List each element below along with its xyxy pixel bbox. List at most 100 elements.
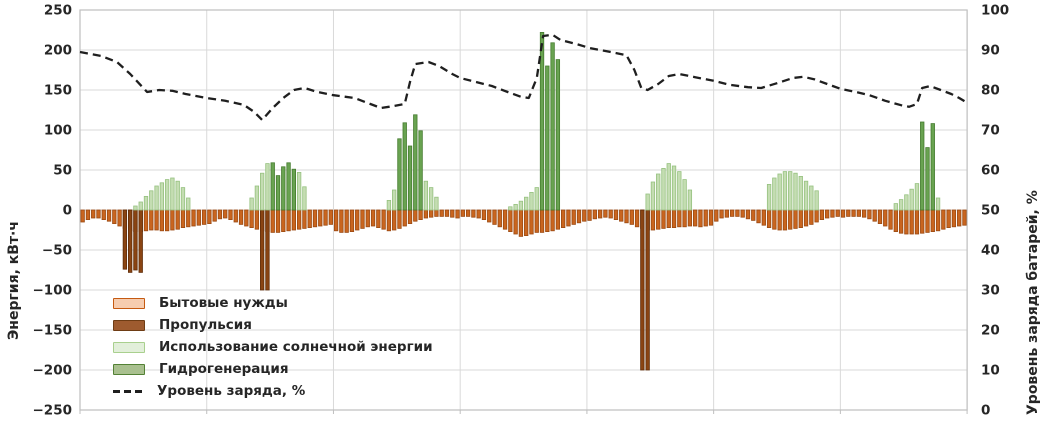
bar: [128, 209, 133, 273]
bar: [566, 209, 571, 227]
bar: [819, 209, 825, 221]
legend-item-household: Бытовые нужды: [113, 294, 433, 312]
bar: [677, 171, 682, 211]
legend-label: Бытовые нужды: [159, 295, 288, 311]
bar: [529, 191, 534, 211]
bar: [524, 209, 529, 237]
bar: [513, 203, 518, 211]
bar: [149, 209, 154, 231]
left-axis-tick-label: −150: [33, 323, 73, 339]
bar: [238, 209, 244, 225]
bar: [539, 32, 545, 211]
bar: [392, 209, 397, 231]
bar: [930, 209, 935, 233]
bar: [296, 171, 302, 211]
bar: [935, 197, 941, 211]
bar: [333, 209, 339, 232]
bar: [355, 209, 360, 231]
bar: [223, 209, 228, 219]
bar: [281, 209, 286, 233]
bar: [524, 196, 529, 211]
bar: [935, 209, 941, 232]
bar: [793, 172, 798, 211]
bar: [671, 209, 677, 229]
bar: [603, 209, 608, 218]
bar: [291, 168, 297, 211]
chart-legend: Бытовые нужды Пропульсия Использование с…: [113, 294, 433, 400]
bar: [91, 209, 96, 219]
bar: [164, 179, 170, 211]
bar: [698, 209, 703, 228]
bar: [133, 205, 138, 211]
bar: [793, 209, 798, 229]
bar: [439, 209, 444, 217]
bar: [85, 209, 91, 221]
bar: [175, 209, 180, 230]
bar: [418, 130, 423, 211]
right-axis-tick-label: 90: [981, 43, 1000, 59]
bar: [798, 175, 803, 211]
bar: [476, 209, 481, 219]
bar: [481, 209, 487, 221]
left-axis-tick-label: 250: [44, 3, 72, 19]
bar: [830, 209, 835, 218]
bar: [925, 147, 930, 211]
legend-label: Использование солнечной энергии: [159, 339, 433, 355]
bar: [561, 209, 566, 229]
bar: [492, 209, 497, 225]
bar: [397, 138, 402, 211]
bar: [671, 165, 677, 211]
bar: [909, 188, 914, 211]
bar: [133, 209, 138, 271]
bar: [318, 209, 323, 227]
left-axis-tick-label: 200: [44, 43, 72, 59]
right-axis-tick-label: 70: [981, 123, 1000, 139]
charge-level-line: [79, 33, 966, 122]
bar: [360, 209, 365, 229]
bar: [286, 162, 291, 211]
bar: [149, 190, 154, 211]
bar: [740, 209, 745, 218]
bar: [846, 209, 851, 217]
bar: [914, 183, 920, 211]
bar: [788, 171, 793, 211]
bar: [656, 173, 661, 211]
bar: [508, 206, 513, 211]
bar: [814, 190, 819, 211]
bar: [392, 189, 397, 211]
bar: [930, 123, 935, 211]
bar: [872, 209, 877, 222]
left-axis-tick-label: −100: [33, 283, 73, 299]
legend-item-hydro: Гидрогенерация: [113, 360, 433, 378]
legend-item-solar: Использование солнечной энергии: [113, 338, 433, 356]
bar: [751, 209, 756, 221]
bar: [550, 209, 555, 232]
bar: [233, 209, 238, 223]
bar: [518, 209, 524, 237]
bar: [518, 200, 524, 211]
bars-series-0: [80, 209, 967, 237]
legend-label: Уровень заряда, %: [157, 383, 306, 399]
left-axis-tick-label: 0: [63, 203, 72, 219]
bar: [645, 193, 650, 211]
household-swatch-icon: [113, 297, 145, 309]
bar: [867, 209, 872, 220]
bar: [613, 209, 619, 221]
bar: [534, 187, 539, 211]
bar: [418, 209, 423, 221]
bar: [856, 209, 861, 217]
bar: [735, 209, 740, 217]
bar: [254, 209, 260, 230]
bar: [550, 42, 555, 211]
bars-series-2: [133, 163, 941, 211]
bar: [962, 209, 967, 226]
left-axis-title: Энергия, кВт·ч: [6, 221, 22, 340]
bar: [265, 209, 270, 291]
bar: [122, 209, 128, 270]
bar: [888, 209, 893, 230]
bar: [904, 194, 909, 211]
bar: [296, 209, 302, 230]
bar: [112, 209, 117, 225]
bar: [275, 175, 281, 211]
bar: [687, 209, 693, 227]
